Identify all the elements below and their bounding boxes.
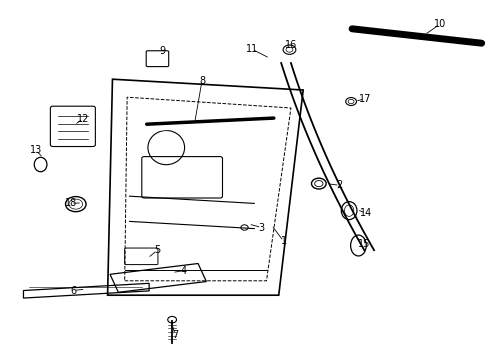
Text: 3: 3 <box>258 222 264 233</box>
Text: 15: 15 <box>357 239 370 249</box>
Text: 11: 11 <box>245 44 258 54</box>
Text: 9: 9 <box>159 46 165 56</box>
Text: 4: 4 <box>180 266 186 276</box>
Text: 8: 8 <box>199 76 204 86</box>
Text: 16: 16 <box>285 40 297 50</box>
Text: 6: 6 <box>70 285 76 296</box>
Text: 14: 14 <box>359 208 371 218</box>
Text: 17: 17 <box>358 94 370 104</box>
Text: 10: 10 <box>433 19 446 29</box>
Text: 13: 13 <box>29 145 42 155</box>
Text: 12: 12 <box>77 114 89 124</box>
Text: 2: 2 <box>336 180 342 190</box>
Text: 5: 5 <box>154 245 160 255</box>
Text: 1: 1 <box>280 236 286 246</box>
Text: 7: 7 <box>172 330 178 340</box>
Text: 18: 18 <box>64 198 77 208</box>
